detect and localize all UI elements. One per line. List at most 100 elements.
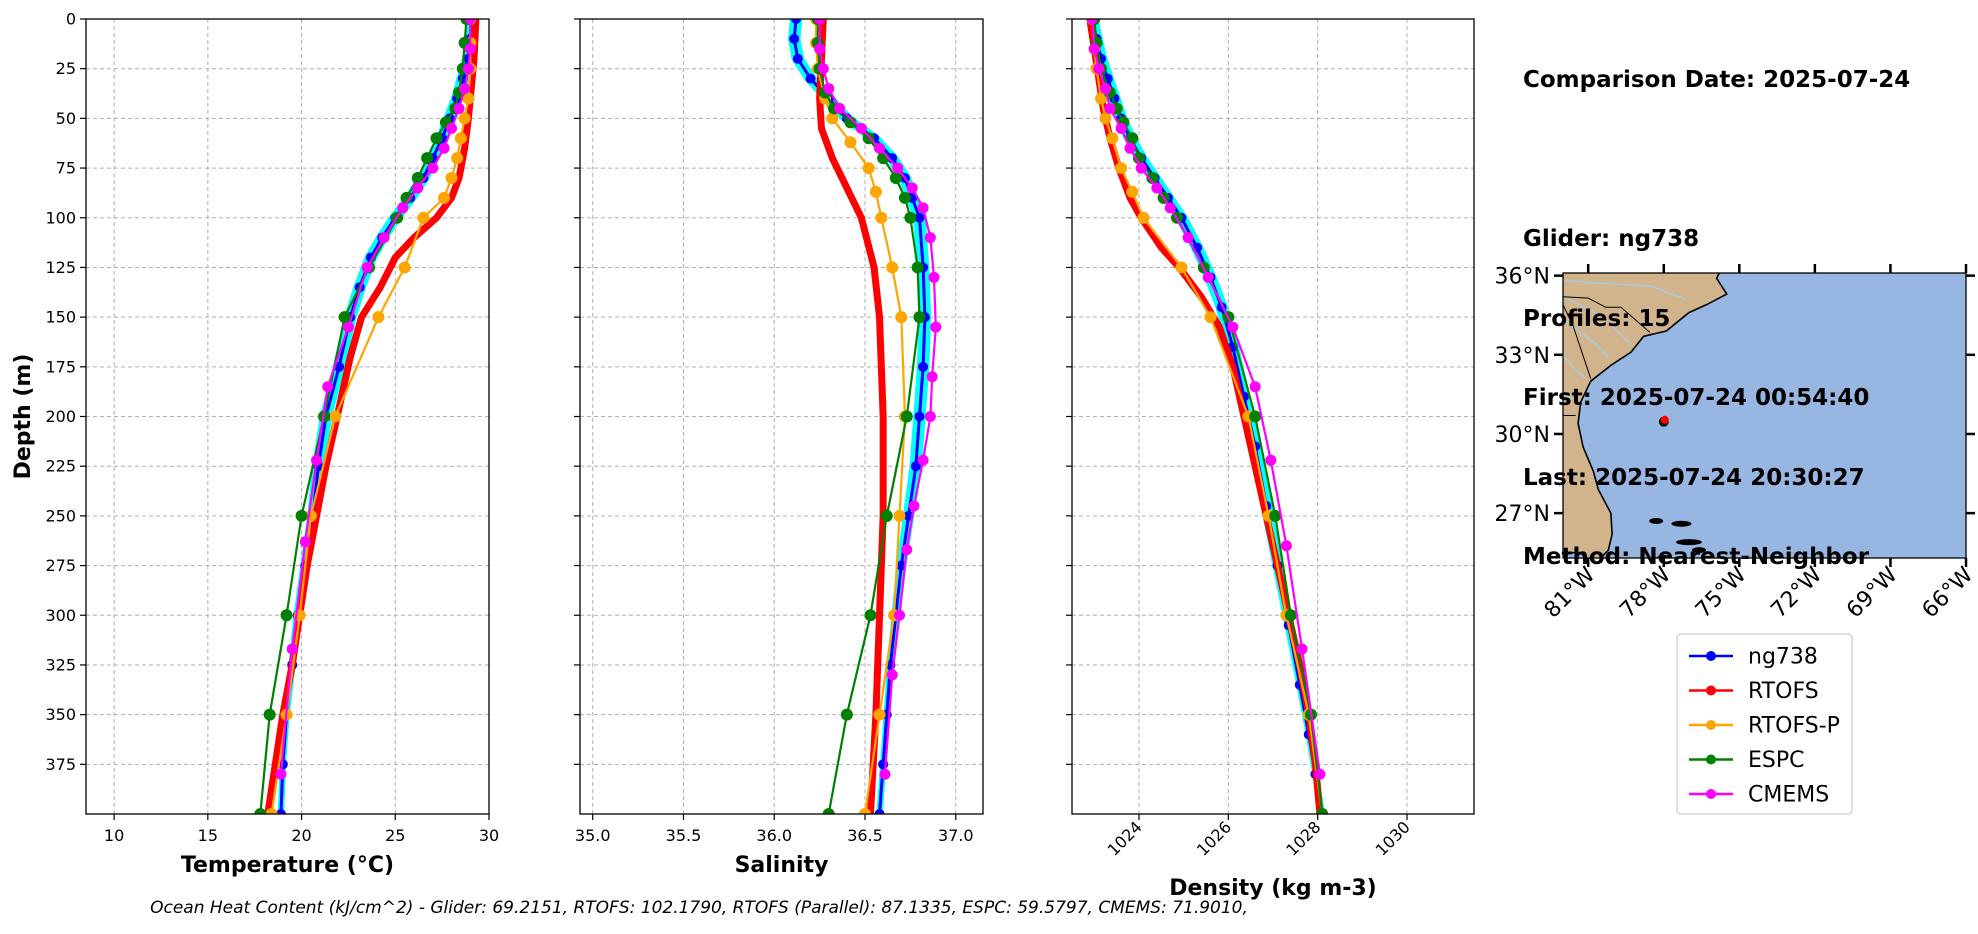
data-point-cmems <box>1265 454 1277 466</box>
data-point-rtofs-p <box>875 211 888 224</box>
y-tick-label: 275 <box>45 556 76 575</box>
lat-label: 33°N <box>1495 344 1550 369</box>
data-point-espc <box>913 311 926 324</box>
river <box>1563 319 1609 358</box>
data-point-rtofs-p <box>454 132 467 145</box>
legend: ng738 RTOFS RTOFS-P ESPC CMEMS <box>1676 633 1853 815</box>
data-point-cmems <box>926 371 938 383</box>
state-border <box>1563 296 1651 333</box>
y-tick-label: 225 <box>45 457 76 476</box>
data-point-cmems <box>1115 122 1127 134</box>
data-point-ng738 <box>791 19 802 24</box>
data-point-cmems <box>814 43 826 55</box>
data-point-cmems <box>1100 83 1111 95</box>
data-point-espc <box>280 609 293 622</box>
data-point-espc <box>1316 808 1329 814</box>
y-tick-label: 250 <box>45 506 76 525</box>
data-point-ng738 <box>275 809 286 814</box>
panel-1: 10 15 20 25 30025507510012515017520022525027… <box>11 10 499 879</box>
data-point-cmems <box>930 321 942 333</box>
data-point-rtofs-p <box>458 112 471 125</box>
lat-label: 27°N <box>1495 502 1550 527</box>
ocean-heat-content-footer: Ocean Heat Content (kJ/cm^2) - Glider: 6… <box>150 898 1248 918</box>
x-tick-label: 1028 <box>1282 817 1324 859</box>
x-tick-label: 1030 <box>1372 817 1414 859</box>
glider-name: Glider: ng738 <box>1523 226 1700 252</box>
data-point-cmems <box>893 609 905 621</box>
y-tick-label: 25 <box>56 59 76 78</box>
x-tick-label: 1026 <box>1193 817 1235 859</box>
legend-label-rtofs: RTOFS <box>1748 679 1819 704</box>
data-point-cmems <box>1151 182 1163 194</box>
x-tick-label: 35.5 <box>666 826 702 845</box>
river <box>1563 280 1687 301</box>
data-point-cmems <box>1182 232 1194 244</box>
data-point-cmems <box>378 232 390 244</box>
data-point-cmems <box>427 162 439 174</box>
data-point-espc <box>911 261 924 274</box>
data-point-cmems <box>906 182 918 194</box>
x-tick-label: 10 <box>104 826 124 845</box>
data-point-espc <box>1133 152 1145 165</box>
legend-label-cmems: CMEMS <box>1748 783 1829 808</box>
y-tick-label: 200 <box>45 407 76 426</box>
data-point-cmems <box>814 19 826 25</box>
data-point-cmems <box>1124 142 1136 154</box>
x-tick-label: 35.0 <box>575 826 611 845</box>
map-frame <box>1562 272 1967 559</box>
comparison-date: Comparison Date: 2025-07-24 <box>1523 67 1911 93</box>
x-tick-label: 36.0 <box>756 826 792 845</box>
data-point-espc <box>411 172 424 184</box>
island <box>1692 547 1707 554</box>
data-point-cmems <box>1227 321 1239 333</box>
data-point-cmems <box>459 83 471 95</box>
data-point-rtofs-p <box>893 509 906 522</box>
data-point-cmems <box>286 643 298 655</box>
data-point-rtofs-p <box>1137 211 1150 224</box>
panel-3: 1024 1026 1028 1030 Density (kg m-3) <box>1066 18 1475 901</box>
data-point-cmems <box>342 321 354 333</box>
data-point-espc <box>844 116 857 129</box>
data-point-cmems <box>446 122 458 134</box>
y-tick-label: 325 <box>45 655 76 674</box>
coastline-land <box>1563 273 1728 558</box>
data-point-espc <box>254 808 267 814</box>
y-tick-label: 50 <box>56 109 76 128</box>
data-point-ng738 <box>914 212 925 223</box>
data-point-cmems <box>917 202 929 214</box>
legend-swatch-marker <box>1706 789 1716 799</box>
data-point-cmems <box>901 544 913 556</box>
series-line-rtofs-p <box>1091 19 1324 814</box>
island <box>1671 520 1692 527</box>
data-point-cmems <box>1280 540 1292 552</box>
data-point-rtofs-p <box>417 211 430 224</box>
series-line-rtofs-p <box>814 19 907 814</box>
data-point-cmems <box>834 102 846 114</box>
data-point-rtofs-p <box>1126 185 1139 198</box>
last-time: Last: 2025-07-24 20:30:27 <box>1523 464 1865 491</box>
x-tick-label: 37.0 <box>938 826 974 845</box>
y-tick-label: 350 <box>45 705 76 724</box>
data-point-rtofs-p <box>1204 311 1217 324</box>
data-point-ng738 <box>910 461 921 472</box>
data-point-cmems <box>1135 162 1147 174</box>
x-tick-label: 30 <box>479 826 499 845</box>
data-point-ng738 <box>805 73 816 84</box>
data-point-rtofs-p <box>1095 92 1108 105</box>
map-area <box>1563 273 1966 558</box>
lon-label: 66°W <box>1918 562 1978 623</box>
y-tick-label: 75 <box>56 159 76 178</box>
data-point-rtofs-p <box>862 162 875 175</box>
data-point-rtofs-p <box>265 808 278 814</box>
data-point-espc <box>263 708 276 721</box>
lat-label: 30°N <box>1495 423 1550 448</box>
glider-position-marker <box>1660 415 1669 424</box>
data-point-espc <box>822 808 835 814</box>
data-point-rtofs-p <box>826 112 839 125</box>
profile-count: Profiles: 15 <box>1523 305 1671 332</box>
data-point-ng738 <box>792 53 803 64</box>
data-point-rtofs-p <box>873 708 886 721</box>
plot-area <box>254 19 480 814</box>
data-point-espc <box>904 211 917 224</box>
data-point-ng738 <box>874 809 885 814</box>
